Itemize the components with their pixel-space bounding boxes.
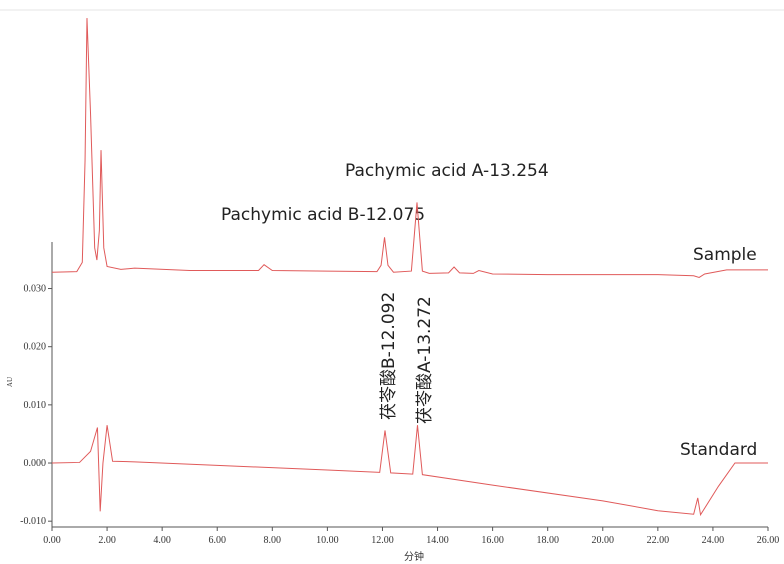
annotation: 茯苓酸A-13.272 xyxy=(415,296,435,424)
x-tick-label: 10.00 xyxy=(316,535,339,546)
x-axis-label: 分钟 xyxy=(404,550,424,563)
x-tick-label: 2.00 xyxy=(98,535,116,546)
y-tick-label: 0.010 xyxy=(24,400,47,411)
x-tick-label: 16.00 xyxy=(481,535,504,546)
y-tick-label: 0.000 xyxy=(24,458,47,469)
x-tick-label: 8.00 xyxy=(264,535,282,546)
x-tick-label: 22.00 xyxy=(647,535,670,546)
legend-label: Sample xyxy=(693,245,757,265)
x-tick-label: 6.00 xyxy=(208,535,226,546)
x-tick-label: 12.00 xyxy=(371,535,394,546)
y-tick-label: -0.010 xyxy=(20,516,46,527)
series-line xyxy=(51,18,768,279)
y-tick-label: 0.030 xyxy=(24,284,47,295)
y-tick-label: 0.020 xyxy=(24,342,47,353)
x-tick-label: 14.00 xyxy=(426,535,449,546)
x-tick-label: 18.00 xyxy=(536,535,559,546)
x-tick-label: 4.00 xyxy=(153,535,171,546)
annotation: Pachymic acid B-12.075 xyxy=(221,205,425,225)
annotation: Pachymic acid A-13.254 xyxy=(345,161,549,181)
annotation: 茯苓酸B-12.092 xyxy=(379,292,399,420)
x-tick-label: 26.00 xyxy=(757,535,780,546)
x-tick-label: 20.00 xyxy=(592,535,615,546)
y-axis-label: AU xyxy=(6,377,14,387)
legend-label: Standard xyxy=(680,440,757,460)
x-tick-label: 0.00 xyxy=(43,535,61,546)
series-line xyxy=(51,425,768,517)
x-tick-label: 24.00 xyxy=(702,535,725,546)
